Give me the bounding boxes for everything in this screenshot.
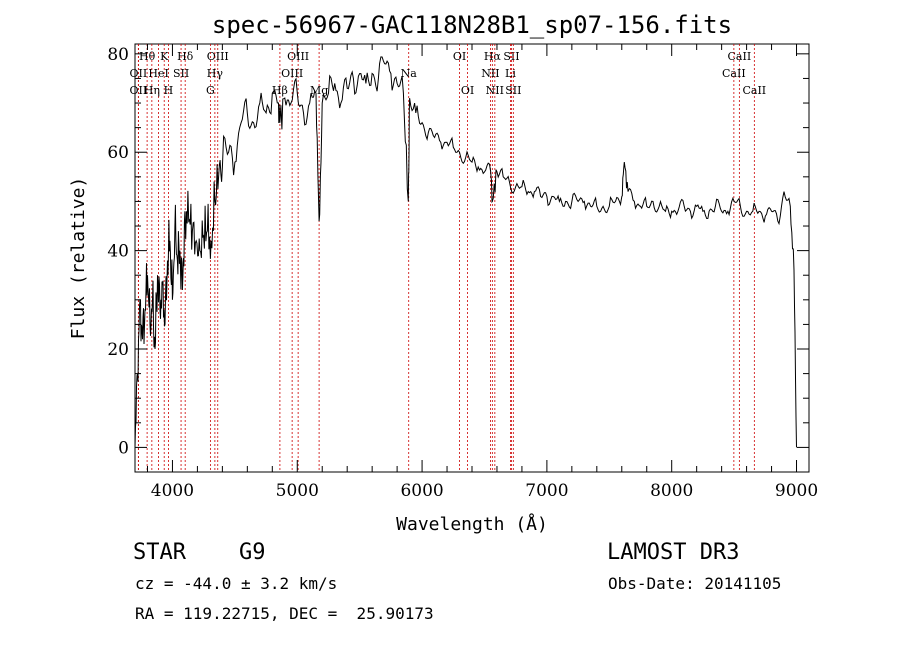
spectral-line-label: OIII [287, 50, 309, 63]
spectral-line-label: OI [461, 84, 474, 97]
spectral-line-label: CaII [722, 67, 746, 80]
spectral-line-label: Hη [144, 84, 160, 97]
spectral-line-label: SII [503, 50, 519, 63]
plot-frame [134, 43, 810, 473]
spectral-line-label: G [206, 84, 215, 97]
x-tick-label: 9000 [775, 481, 818, 501]
x-tick-label: 6000 [400, 481, 443, 501]
y-axis-label: Flux (relative) [68, 177, 89, 340]
spectral-line-label: Hδ [177, 50, 194, 63]
spectral-line-label: CaII [742, 84, 766, 97]
x-tick-label: 7000 [525, 481, 568, 501]
spectral-line-label: SII [173, 67, 189, 80]
flux-series-line [134, 56, 797, 448]
spectral-line-label: OIII [207, 50, 229, 63]
y-tick-label: 20 [107, 340, 129, 360]
y-tick-label: 60 [107, 143, 129, 163]
y-tick-label: 0 [118, 438, 129, 458]
x-tick-label: 8000 [650, 481, 693, 501]
spectral-line-label: Mg [310, 84, 328, 97]
spectral-line-label: Hθ [139, 50, 156, 63]
spectral-line-label: OIII [281, 67, 303, 80]
spectral-line-label: CaII [728, 50, 752, 63]
survey-name: LAMOST DR3 [607, 540, 740, 565]
spectral-line-label: Li [505, 67, 516, 80]
spectral-line-label: H [164, 84, 174, 97]
x-axis-label: Wavelength (Å) [396, 513, 548, 535]
chart-title: spec-56967-GAC118N28B1_sp07-156.fits [212, 11, 732, 39]
axis-ticks: 4000 5000 6000 7000 8000 9000 0 20 40 60 80 [107, 44, 818, 501]
spectral-line-label: HeI [148, 67, 168, 80]
y-tick-label: 40 [107, 242, 129, 262]
spectral-line-label: Hα [484, 50, 502, 63]
spectral-line-label: OII [130, 84, 148, 97]
y-tick-label: 80 [107, 45, 129, 65]
spectral-line-label: Hγ [207, 67, 224, 80]
x-tick-label: 5000 [276, 481, 319, 501]
spectral-line-label: Na [401, 67, 418, 80]
spectral-line-label: NII [486, 84, 504, 97]
star-classification: STAR G9 [133, 540, 266, 565]
observation-date: Obs-Date: 20141105 [608, 574, 782, 593]
spectral-line-label: OI [453, 50, 466, 63]
redshift-cz: cz = -44.0 ± 3.2 km/s [135, 574, 338, 593]
ra-dec-coordinates: RA = 119.22715, DEC = 25.90173 [135, 604, 434, 623]
x-tick-label: 4000 [151, 481, 194, 501]
spectral-line-label: SII [505, 84, 521, 97]
spectral-line-label: K [160, 50, 169, 63]
spectral-line-label: NII [481, 67, 499, 80]
